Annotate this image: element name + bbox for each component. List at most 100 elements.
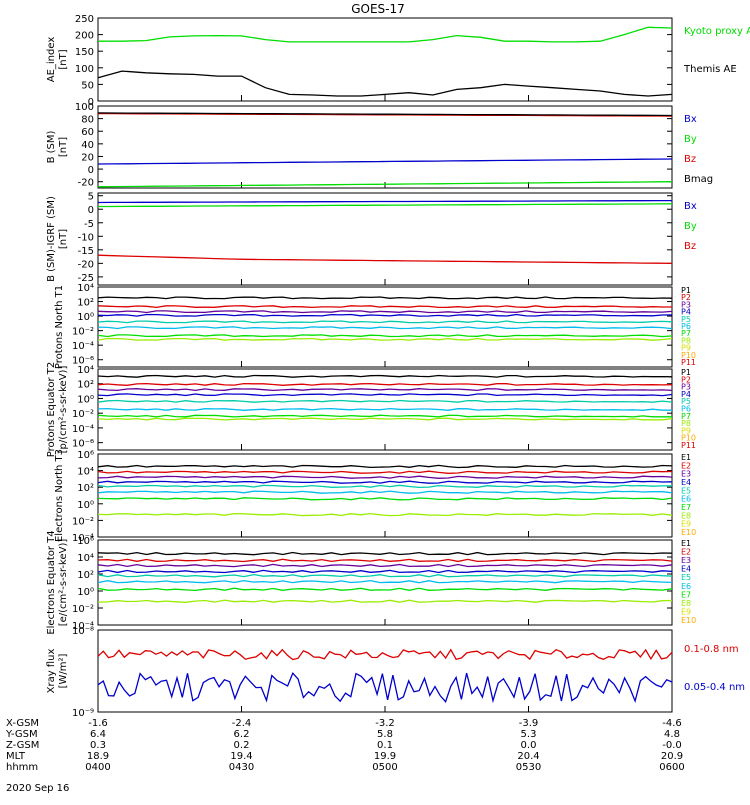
y-tick-label: 10⁻⁴ — [72, 533, 94, 544]
channel-line — [97, 512, 673, 517]
y-tick-label: 10⁴ — [77, 283, 94, 294]
channel-label: P4 — [681, 308, 691, 317]
y-tick-label: 5 — [88, 192, 94, 203]
y-tick-label: -5 — [84, 219, 94, 230]
y-tick-label: -20 — [78, 178, 94, 189]
channel-label: P5 — [681, 397, 691, 406]
series-line — [97, 648, 673, 661]
y-tick-label: 60 — [81, 127, 94, 138]
channel-label: E2 — [681, 548, 691, 557]
orbit-value: 0.1 — [377, 740, 393, 751]
y-tick-label: 10⁰ — [77, 500, 94, 511]
channel-line — [97, 599, 673, 603]
orbit-value: -4.6 — [662, 718, 682, 729]
orbit-value: 6.2 — [234, 729, 250, 740]
y-tick-label: 0 — [88, 97, 94, 108]
y-tick-label: 10⁻² — [72, 516, 94, 527]
channel-label: P1 — [681, 368, 691, 377]
y-tick-label: 10⁻⁴ — [72, 424, 94, 435]
y-tick-label: 10⁻⁴ — [72, 341, 94, 352]
channel-label: P8 — [681, 336, 691, 345]
series-line — [97, 70, 673, 97]
legend-label: 0.1-0.8 nm — [684, 644, 739, 655]
orbit-value: 4.8 — [664, 729, 680, 740]
channel-label: E9 — [681, 607, 691, 616]
channel-label: P1 — [681, 286, 691, 295]
channel-line — [97, 326, 673, 330]
orbit-value: 0.2 — [234, 740, 250, 751]
channel-label: P2 — [681, 293, 691, 302]
channel-label: P6 — [681, 322, 691, 331]
channel-label: E1 — [681, 539, 691, 548]
channel-label: E3 — [681, 470, 691, 479]
y-label-line2: [e/(cm²-s-sr-keV)] — [58, 539, 69, 627]
y-tick-label: 0 — [88, 165, 94, 176]
panel-5: 10⁻⁶ 10⁻⁴ 10⁻² 10⁰ 10² 10⁴ Protons Equator T2[… — [46, 362, 696, 458]
channel-line — [97, 305, 672, 309]
y-axis-label: B (SM) [nT] — [46, 130, 69, 163]
y-label-line1: Xray flux — [46, 649, 57, 694]
channel-line — [97, 558, 673, 563]
channel-line — [97, 374, 673, 378]
channel-line — [97, 417, 673, 421]
channel-label: E5 — [681, 573, 691, 582]
series-line — [98, 26, 673, 43]
y-label-line1: B (SM) — [46, 130, 57, 163]
y-tick-label: 10⁻⁶ — [72, 356, 94, 367]
orbit-value: 5.8 — [377, 729, 393, 740]
y-axis-label: Electrons Equator T4 [e/(cm²-s-sr-keV)] — [46, 530, 69, 634]
channel-line — [97, 388, 673, 392]
channel-line — [97, 414, 672, 418]
y-axis-label: Protons Equator T2 [p/(cm²-s-sr-keV)] — [46, 362, 69, 458]
orbit-value: 0600 — [659, 762, 684, 773]
y-tick-label: 100 — [75, 64, 94, 75]
series-line — [97, 112, 673, 117]
channel-label: P10 — [681, 434, 696, 443]
legend-label: By — [684, 134, 697, 145]
orbit-value: 20.4 — [517, 751, 539, 762]
channel-line — [97, 569, 673, 574]
channel-label: E3 — [681, 556, 691, 565]
orbit-row-label: Y-GSM — [5, 729, 38, 740]
y-label-line1: B (SM)-IGRF (SM) — [46, 196, 57, 282]
channel-label: P8 — [681, 419, 691, 428]
legend-label: Kyoto proxy AE — [684, 26, 750, 37]
channel-line — [97, 563, 673, 568]
channel-line — [97, 579, 673, 584]
y-tick-label: 10⁻² — [72, 327, 94, 338]
orbit-value: 0530 — [516, 762, 541, 773]
y-label-line2: [p/(cm²-s-sr-keV)] — [58, 366, 69, 454]
y-axis-label: Electrons North T3 — [54, 449, 65, 542]
channel-label: E10 — [681, 528, 696, 537]
channel-line — [97, 313, 673, 317]
y-label-line1: Protons North T1 — [54, 285, 65, 369]
y-tick-label: 10⁻² — [72, 604, 94, 615]
orbit-value: 19.9 — [374, 751, 396, 762]
channel-label: P9 — [681, 344, 691, 353]
y-label-line1: Protons Equator T2 — [46, 362, 57, 458]
y-tick-label: 10⁴ — [77, 467, 94, 478]
series-line — [97, 158, 673, 165]
channel-label: P7 — [681, 329, 691, 338]
channel-line — [97, 337, 673, 341]
y-tick-label: -25 — [78, 273, 94, 284]
y-tick-label: 20 — [81, 152, 94, 163]
orbit-value: -3.2 — [375, 718, 395, 729]
channel-label: E6 — [681, 495, 691, 504]
channel-label: E6 — [681, 582, 691, 591]
y-axis-label: Xray flux [W/m²] — [46, 649, 69, 694]
channel-line — [97, 310, 673, 314]
y-tick-label: 10² — [77, 298, 94, 309]
y-tick-label: 10² — [77, 380, 94, 391]
channel-label: P6 — [681, 405, 691, 414]
y-tick-label: 10⁻⁹ — [72, 708, 94, 719]
channel-line — [97, 573, 673, 578]
series-line — [97, 181, 673, 188]
panel-frame — [97, 105, 673, 189]
orbit-value: -0.0 — [662, 740, 682, 751]
y-label-line2: [nT] — [58, 137, 69, 157]
channel-label: E5 — [681, 486, 691, 495]
channel-label: P10 — [681, 351, 696, 360]
y-tick-label: -10 — [78, 232, 94, 243]
